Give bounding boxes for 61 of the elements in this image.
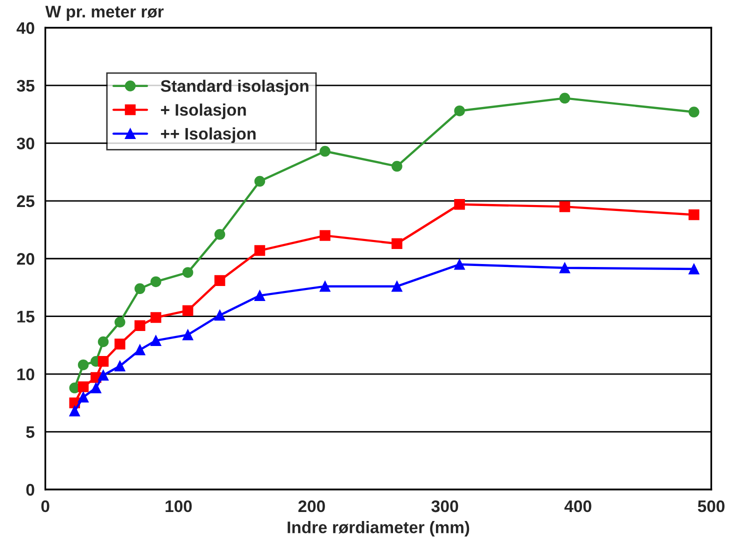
x-tick-label: 0: [41, 500, 50, 512]
x-tick-label: 400: [564, 500, 592, 512]
y-tick-label: 0: [26, 484, 34, 496]
point: [78, 359, 89, 370]
y-tick-label: 40: [16, 22, 34, 34]
y-axis-title: W pr. meter rør: [45, 6, 164, 21]
y-tick-label: 5: [26, 426, 34, 438]
legend-label: ++ Isolasjon: [160, 127, 256, 143]
point: [254, 245, 266, 256]
point: [559, 201, 570, 212]
point: [688, 209, 700, 220]
x-tick-label: 200: [298, 500, 325, 512]
point: [98, 356, 109, 367]
point: [98, 336, 109, 348]
legend-label: Standard isolasjon: [160, 80, 308, 96]
point: [559, 262, 570, 274]
point: [78, 392, 89, 403]
point: [134, 283, 146, 294]
point: [688, 106, 700, 118]
point: [688, 264, 700, 274]
point: [454, 198, 465, 210]
y-tick-label: 25: [16, 195, 34, 208]
y-tick-label: 20: [16, 253, 34, 265]
point: [320, 230, 330, 241]
x-axis-title: Indre rørdiameter (mm): [288, 521, 470, 537]
point: [150, 312, 162, 323]
x-tick-label: 500: [698, 500, 724, 512]
point: [114, 338, 126, 350]
y-tick-label: 35: [16, 80, 34, 92]
point: [114, 360, 126, 372]
point: [134, 344, 146, 356]
legend-label: + Isolasjon: [160, 104, 246, 120]
point: [254, 290, 266, 301]
point: [182, 305, 194, 316]
x-tick-label: 100: [166, 500, 192, 512]
point: [78, 381, 89, 392]
point: [392, 280, 402, 292]
x-tick-label: 300: [431, 500, 458, 512]
point: [392, 238, 402, 250]
point: [150, 335, 162, 346]
point: [454, 259, 465, 270]
point: [454, 105, 465, 116]
point: [392, 160, 402, 172]
point: [254, 176, 266, 187]
point: [182, 267, 194, 278]
point: [134, 320, 146, 331]
point: [559, 92, 570, 104]
y-tick-label: 10: [17, 368, 34, 380]
point: [114, 316, 126, 328]
point: [214, 275, 226, 286]
y-tick-label: 15: [17, 310, 34, 323]
point: [320, 146, 330, 157]
point: [98, 370, 109, 381]
point: [214, 310, 226, 321]
y-tick-label: 30: [16, 138, 34, 150]
point: [69, 406, 80, 416]
point: [90, 382, 102, 394]
point: [320, 280, 330, 292]
point: [150, 276, 162, 288]
point: [182, 329, 194, 340]
point: [214, 229, 226, 240]
